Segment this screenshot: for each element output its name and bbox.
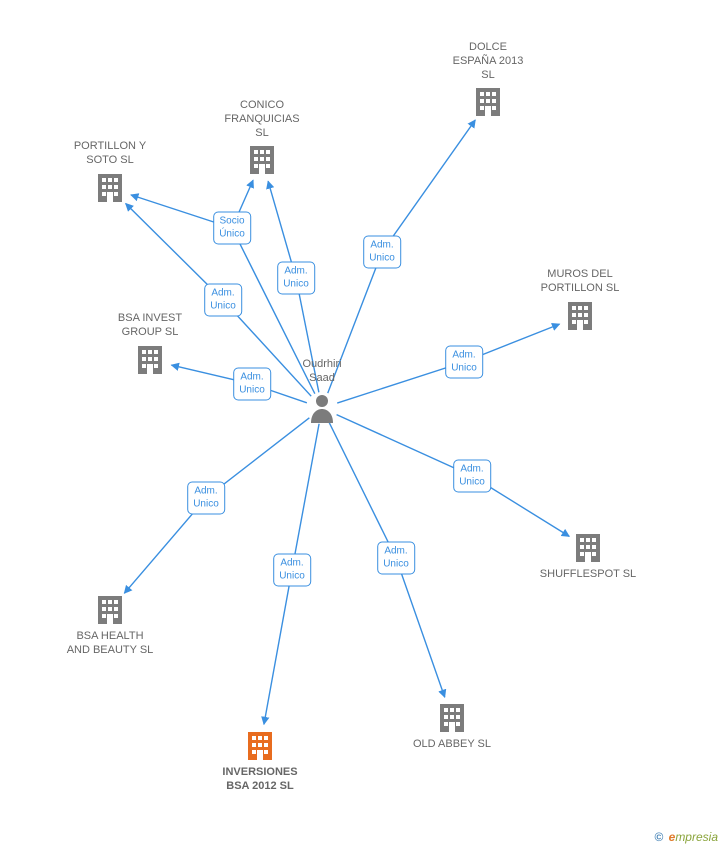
node-shufflespot-label: SHUFFLESPOT SL — [528, 568, 648, 582]
edge-0-label: Adm. Unico — [204, 284, 242, 317]
edge-1-label: Socio Único — [213, 212, 251, 245]
node-portillon_y_soto-icon — [96, 172, 124, 204]
node-portillon_y_soto-label: PORTILLON Y SOTO SL — [50, 140, 170, 168]
node-shufflespot-icon — [574, 532, 602, 564]
node-muros-icon — [566, 300, 594, 332]
copyright-symbol: © — [654, 830, 663, 844]
edge-9-label: Adm. Unico — [233, 368, 271, 401]
node-inversiones-icon — [246, 730, 274, 762]
edge-4-label: Adm. Unico — [445, 346, 483, 379]
node-bsa_health-icon — [96, 594, 124, 626]
brand-text: empresia — [669, 830, 718, 844]
node-dolce-icon — [474, 86, 502, 118]
node-conico-icon — [248, 144, 276, 176]
center-label: Oudrhiri Saad — [282, 358, 362, 386]
edge-6-label: Adm. Unico — [377, 542, 415, 575]
node-bsa_invest-label: BSA INVEST GROUP SL — [90, 312, 210, 340]
node-conico-label: CONICO FRANQUICIAS SL — [202, 99, 322, 140]
node-old_abbey-icon — [438, 702, 466, 734]
center-person-icon — [309, 393, 335, 423]
node-inversiones-label: INVERSIONES BSA 2012 SL — [200, 766, 320, 794]
edge-3-label: Adm. Unico — [363, 236, 401, 269]
edge-2-label: Adm. Unico — [277, 262, 315, 295]
node-muros-label: MUROS DEL PORTILLON SL — [520, 268, 640, 296]
network-canvas — [0, 0, 728, 850]
copyright-footer: © empresia — [654, 830, 718, 844]
node-bsa_invest-icon — [136, 344, 164, 376]
edge-5-label: Adm. Unico — [453, 460, 491, 493]
edge-7-label: Adm. Unico — [273, 554, 311, 587]
node-old_abbey-label: OLD ABBEY SL — [392, 738, 512, 752]
node-dolce-label: DOLCE ESPAÑA 2013 SL — [428, 41, 548, 82]
edge-8-label: Adm. Unico — [187, 482, 225, 515]
node-bsa_health-label: BSA HEALTH AND BEAUTY SL — [50, 630, 170, 658]
